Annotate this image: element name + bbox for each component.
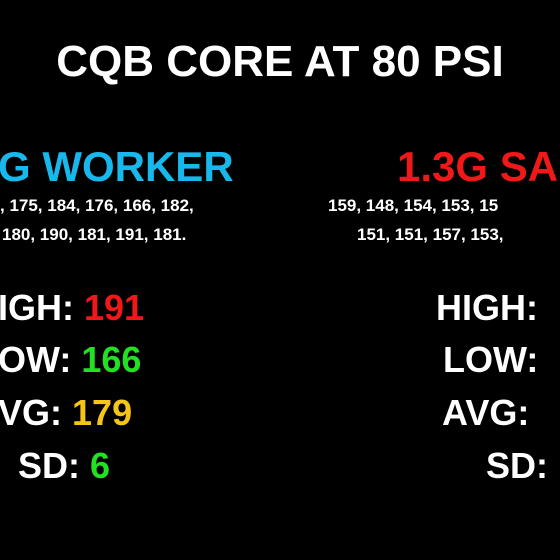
stat-value: 6 (90, 445, 111, 486)
right-heading: 1.3G SA (397, 143, 559, 190)
left-shots: 180, 190, 181, 191, 181. (2, 225, 187, 244)
left-stat: VG: 179 (0, 395, 132, 431)
stat-label: OW: (0, 339, 72, 380)
left-stat: OW: 166 (0, 342, 141, 378)
left-shots: , 175, 184, 176, 166, 182, (0, 196, 194, 215)
right-stat-label: HIGH: (436, 287, 538, 328)
right-shots: 159, 148, 154, 153, 15 (328, 196, 499, 215)
stat-value: 179 (72, 392, 133, 433)
stat-value: 191 (84, 287, 145, 328)
stat-value: 166 (81, 339, 142, 380)
right-stat-label: AVG: (442, 392, 530, 433)
stat-label: VG: (0, 392, 63, 433)
title: CQB CORE AT 80 PSI (56, 37, 504, 86)
right-shots: 151, 151, 157, 153, (357, 225, 504, 244)
stat-label: SD: (18, 445, 80, 486)
right-stat-label: LOW: (443, 339, 539, 380)
left-stat: IGH: 191 (0, 290, 144, 326)
left-heading: G WORKER (0, 143, 234, 190)
stat-label: IGH: (0, 287, 74, 328)
left-stat: SD: 6 (18, 448, 110, 484)
right-stat-label: SD: (486, 445, 548, 486)
